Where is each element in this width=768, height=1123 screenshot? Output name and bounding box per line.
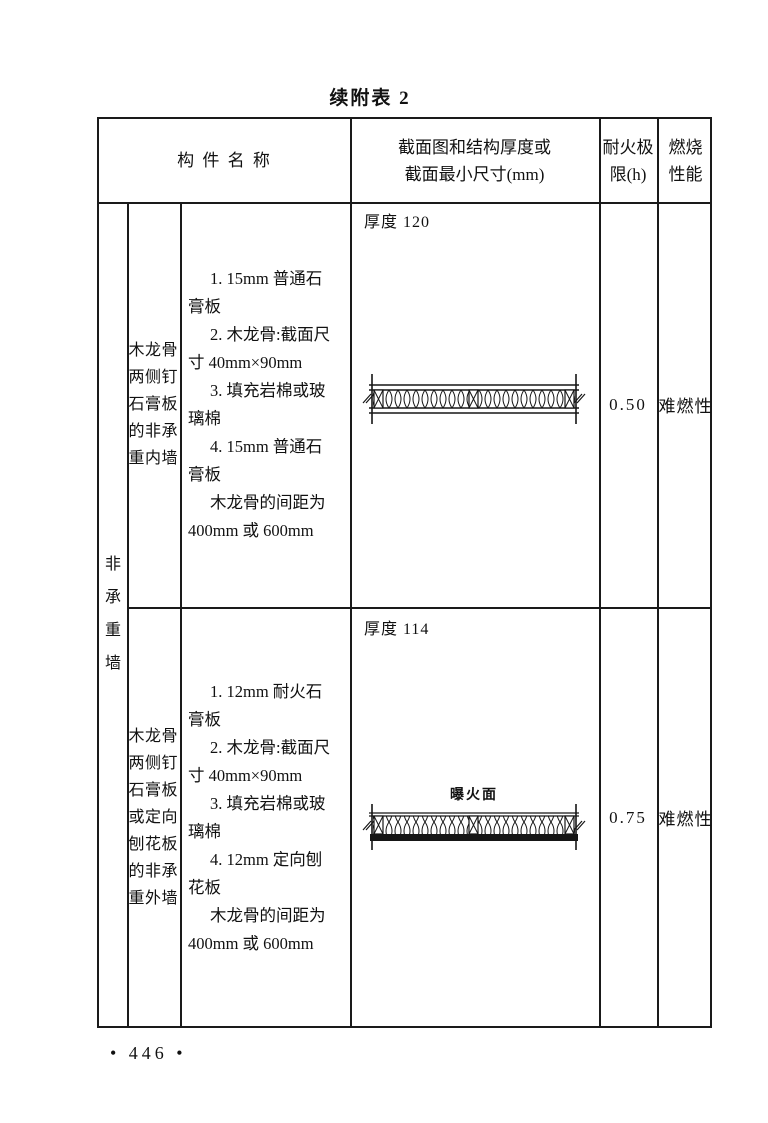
- description-line: 膏板: [188, 296, 221, 316]
- description-line: 2. 木龙骨:截面尺: [210, 324, 331, 344]
- header-component-label: 构 件 名 称: [177, 151, 272, 170]
- description-line: 寸 40mm×90mm: [188, 765, 303, 785]
- fire-limit-value: 0.75: [609, 807, 647, 827]
- description-line: 3. 填充岩棉或玻: [210, 380, 326, 400]
- stud-right: [564, 815, 575, 835]
- row1-description-cell: 1. 15mm 普通石 膏板 2. 木龙骨:截面尺 寸 40mm×90mm 3.…: [180, 202, 350, 607]
- description-line: 2. 木龙骨:截面尺: [210, 737, 331, 757]
- description-line: 400mm 或 600mm: [188, 933, 314, 953]
- break-mark-right: [573, 820, 586, 831]
- stud-left: [373, 815, 384, 835]
- header-section-diagram: 截面图和结构厚度或 截面最小尺寸(mm): [350, 119, 599, 202]
- row2-thickness-label: 厚度 114: [364, 621, 430, 638]
- col-divider-1: [350, 119, 352, 1026]
- header-fire-limit: 耐火极 限(h): [599, 119, 657, 202]
- stud-right: [564, 389, 575, 409]
- header-section-line1: 截面图和结构厚度或: [398, 137, 551, 157]
- stud-left: [373, 389, 384, 409]
- sublabel-col-divider: [180, 202, 182, 1026]
- row1-component-name: 木龙骨两侧钉石膏板的非承重内墙: [128, 342, 179, 467]
- header-burn-line2: 性能: [668, 164, 703, 184]
- description-line: 寸 40mm×90mm: [188, 352, 303, 372]
- description-line: 璃棉: [188, 821, 221, 841]
- header-burn-line1: 燃烧: [668, 137, 703, 157]
- row2-description-cell: 1. 12mm 耐火石 膏板 2. 木龙骨:截面尺 寸 40mm×90mm 3.…: [180, 609, 350, 1026]
- description-line: 膏板: [188, 709, 221, 729]
- fire-exposed-face-label: 曝火面: [450, 788, 498, 803]
- row-divider: [127, 607, 710, 609]
- row1-component-cell: 木龙骨两侧钉石膏板的非承重内墙: [127, 202, 180, 607]
- break-mark-right: [573, 393, 586, 404]
- group-col-divider: [127, 202, 129, 1026]
- osb-board: [370, 834, 578, 841]
- row2-fire-limit-cell: 0.75: [599, 609, 657, 1026]
- col-divider-2: [599, 119, 601, 1026]
- description-line: 木龙骨的间距为: [210, 905, 326, 925]
- row2-component-cell: 木龙骨两侧钉石膏板或定向刨花板的非承重外墙: [127, 609, 180, 1026]
- row2-component-name: 木龙骨两侧钉石膏板或定向刨花板的非承重外墙: [128, 728, 179, 907]
- combustibility-value: 难燃性: [658, 397, 713, 416]
- page-number: • 446 •: [110, 1043, 187, 1063]
- page-title: 续附表 2: [329, 88, 411, 109]
- group-label-cell: 非承重墙: [99, 202, 127, 1026]
- description-line: 璃棉: [188, 408, 221, 428]
- wall-section-diagram-interior: [362, 374, 586, 424]
- group-label: 非承重墙: [104, 556, 121, 672]
- stud-middle: [468, 815, 479, 835]
- header-fire-line2: 限(h): [609, 164, 647, 184]
- fire-limit-value: 0.50: [609, 394, 647, 414]
- description-line: 4. 15mm 普通石: [210, 436, 323, 456]
- header-fire-line1: 耐火极: [602, 137, 654, 157]
- fire-resistance-table: 构 件 名 称 截面图和结构厚度或 截面最小尺寸(mm) 耐火极 限(h) 燃烧…: [97, 117, 712, 1028]
- description-line: 4. 12mm 定向刨: [210, 849, 323, 869]
- break-mark-left: [362, 820, 375, 831]
- header-section-line2: 截面最小尺寸(mm): [404, 164, 545, 184]
- col-divider-3: [657, 119, 659, 1026]
- row1-diagram-cell: 厚度 120: [350, 202, 599, 607]
- description-line: 木龙骨的间距为: [210, 492, 326, 512]
- description-line: 3. 填充岩棉或玻: [210, 793, 326, 813]
- break-mark-left: [362, 393, 375, 404]
- description-line: 400mm 或 600mm: [188, 520, 314, 540]
- row1-combustibility-cell: 难燃性: [657, 202, 714, 607]
- description-line: 膏板: [188, 464, 221, 484]
- row2-diagram-cell: 厚度 114 曝火面: [350, 609, 599, 1026]
- header-component-name: 构 件 名 称: [99, 119, 350, 202]
- combustibility-value: 难燃性: [658, 810, 713, 829]
- row2-combustibility-cell: 难燃性: [657, 609, 714, 1026]
- wall-section-diagram-exterior: [362, 804, 586, 850]
- description-line: 花板: [188, 877, 221, 897]
- row1-fire-limit-cell: 0.50: [599, 202, 657, 607]
- row1-thickness-label: 厚度 120: [364, 214, 431, 231]
- stud-middle: [468, 389, 479, 409]
- header-divider: [99, 202, 710, 204]
- description-line: 1. 15mm 普通石: [210, 268, 323, 288]
- description-line: 1. 12mm 耐火石: [210, 681, 323, 701]
- header-combustibility: 燃烧 性能: [657, 119, 714, 202]
